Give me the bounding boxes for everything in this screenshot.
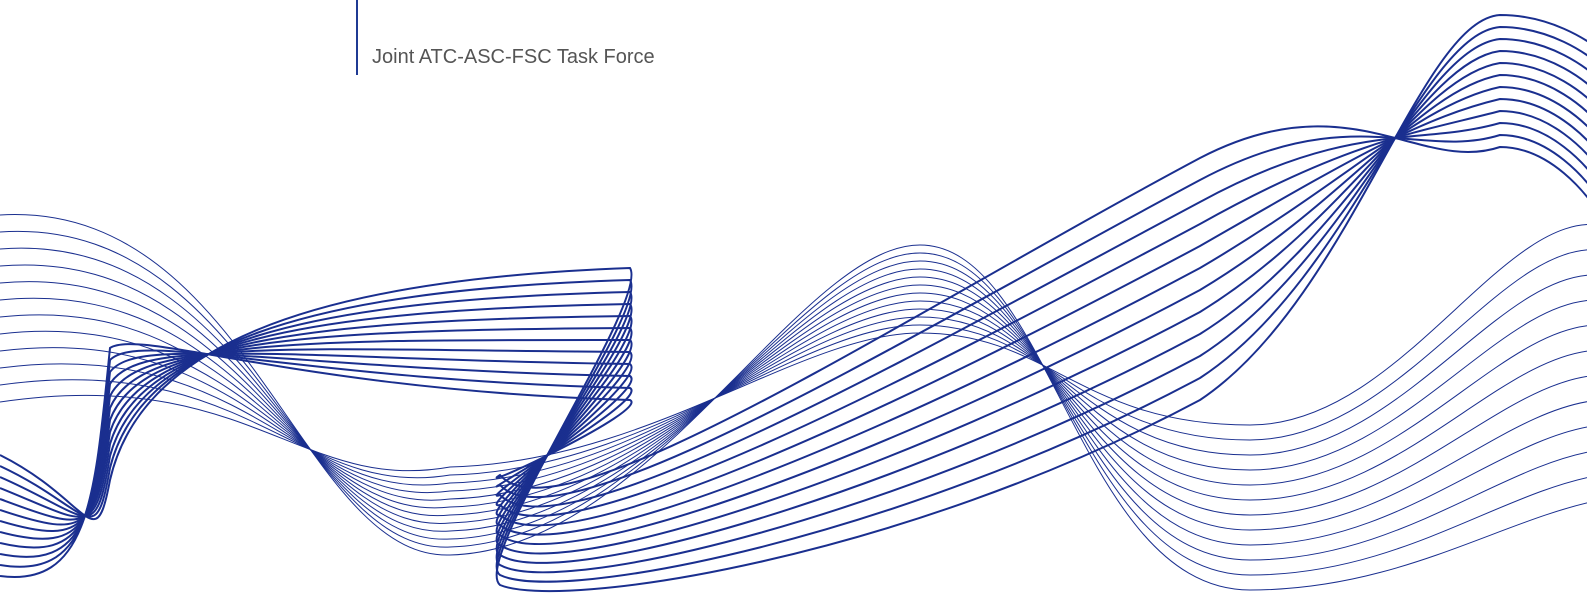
thin-wave bbox=[0, 276, 1587, 531]
thin-wave bbox=[0, 214, 1587, 591]
thin-wave bbox=[0, 247, 1587, 561]
thick-wave bbox=[0, 121, 1587, 558]
thin-wave bbox=[0, 224, 1587, 472]
thick-wave bbox=[0, 97, 1587, 540]
thick-wave bbox=[0, 125, 1587, 579]
thick-wave bbox=[0, 85, 1587, 536]
thick-wave bbox=[0, 49, 1587, 564]
subtitle: Joint ATC-ASC-FSC Task Force bbox=[372, 46, 655, 68]
thick-wave bbox=[0, 37, 1587, 574]
thin-wave bbox=[0, 231, 1587, 576]
thick-wave bbox=[0, 13, 1587, 593]
thick-wave bbox=[0, 25, 1587, 583]
title-rule bbox=[356, 0, 358, 75]
thick-wave bbox=[0, 133, 1587, 568]
thick-wave bbox=[0, 61, 1587, 555]
thin-wave bbox=[0, 264, 1587, 546]
thick-wave bbox=[0, 109, 1587, 549]
thin-wave bbox=[0, 249, 1587, 479]
thin-wave bbox=[0, 274, 1587, 486]
thick-wave bbox=[0, 73, 1587, 545]
